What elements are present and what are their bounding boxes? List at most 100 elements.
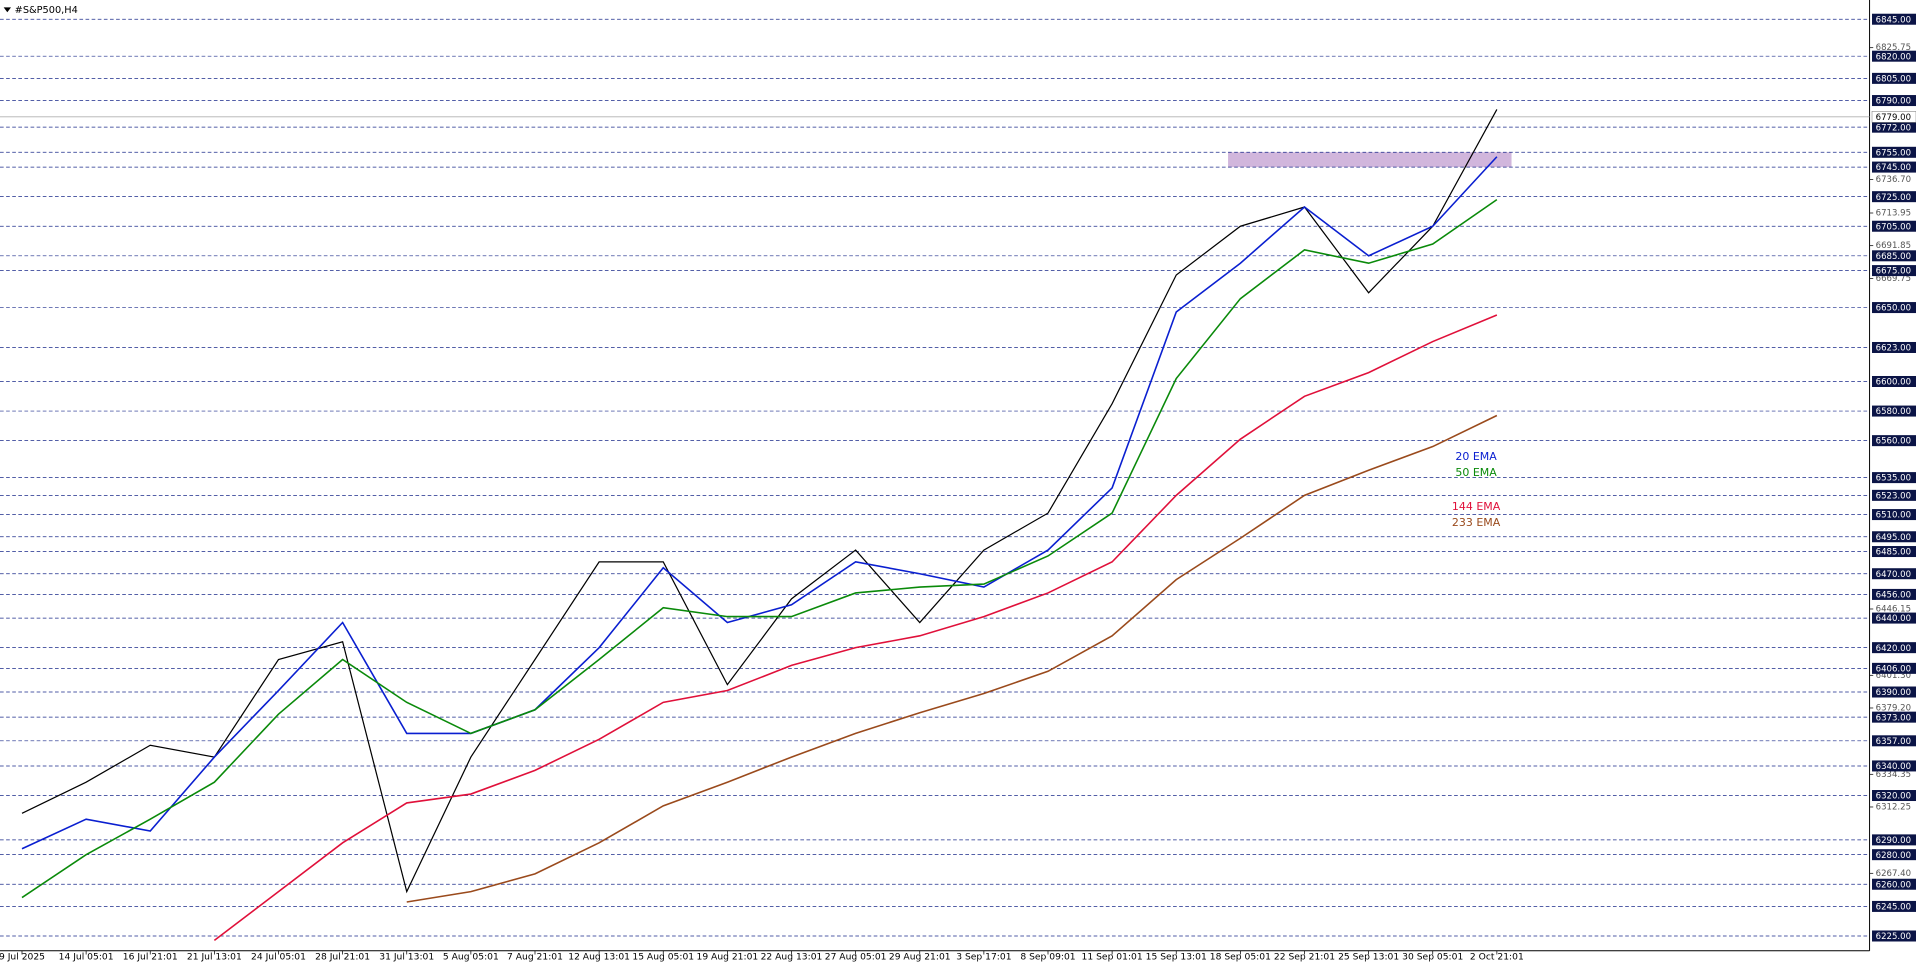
level-label: 6805.00 xyxy=(1876,74,1911,84)
level-label: 6420.00 xyxy=(1876,644,1911,654)
y-tick-label: 6736.70 xyxy=(1876,175,1911,185)
x-tick-label: 11 Sep 01:01 xyxy=(1082,951,1143,962)
x-tick-label: 8 Sep 09:01 xyxy=(1020,951,1075,962)
legend-entry: 233 EMA xyxy=(1452,516,1501,529)
level-label-box xyxy=(1872,302,1916,314)
level-label: 6560.00 xyxy=(1876,437,1911,447)
level-label-box xyxy=(1872,612,1916,624)
level-label: 6600.00 xyxy=(1876,378,1911,388)
level-label-box xyxy=(1872,878,1916,890)
level-label-box xyxy=(1872,95,1916,107)
y-tick-label: 6334.35 xyxy=(1876,770,1911,780)
level-label-box xyxy=(1872,686,1916,698)
level-label: 6260.00 xyxy=(1876,880,1911,890)
x-tick-label: 22 Aug 13:01 xyxy=(761,951,823,962)
menu-triangle[interactable] xyxy=(3,7,11,13)
chart-title: #S&P500,H4 xyxy=(15,5,78,16)
level-label-box xyxy=(1872,472,1916,484)
y-tick-label: 6825.75 xyxy=(1876,43,1911,53)
x-tick-label: 25 Sep 13:01 xyxy=(1338,951,1399,962)
level-label-box xyxy=(1872,588,1916,600)
price-line xyxy=(21,109,1498,894)
legend-entry: 20 EMA xyxy=(1455,450,1497,463)
level-label-box xyxy=(1872,50,1916,62)
level-label-box xyxy=(1872,191,1916,203)
level-label: 6390.00 xyxy=(1876,688,1911,698)
x-tick-label: 22 Sep 21:01 xyxy=(1274,951,1335,962)
level-label: 6225.00 xyxy=(1876,932,1911,942)
level-label-box xyxy=(1872,220,1916,232)
legend-entry: 144 EMA xyxy=(1452,500,1501,513)
x-tick-label: 28 Jul 21:01 xyxy=(315,951,370,962)
level-label: 6373.00 xyxy=(1876,713,1911,723)
level-label-box xyxy=(1872,435,1916,447)
y-tick-label: 6312.25 xyxy=(1876,802,1911,812)
level-label-box xyxy=(1872,760,1916,772)
level-label: 6510.00 xyxy=(1876,511,1911,521)
last-price-box xyxy=(1871,111,1916,123)
x-tick-label: 9 Jul 2025 xyxy=(0,951,45,962)
level-label: 6523.00 xyxy=(1876,491,1911,501)
x-tick-label: 29 Aug 21:01 xyxy=(889,951,951,962)
x-tick-label: 18 Sep 05:01 xyxy=(1210,951,1271,962)
level-label: 6290.00 xyxy=(1876,836,1911,846)
ema-line xyxy=(21,156,1498,850)
level-label: 6357.00 xyxy=(1876,737,1911,747)
level-label-box xyxy=(1872,13,1916,25)
level-label: 6725.00 xyxy=(1876,193,1911,203)
x-tick-label: 14 Jul 05:01 xyxy=(59,951,114,962)
level-label-box xyxy=(1872,642,1916,654)
level-label-box xyxy=(1872,849,1916,861)
level-label-box xyxy=(1872,790,1916,802)
level-label: 6320.00 xyxy=(1876,792,1911,802)
x-tick-label: 31 Jul 13:01 xyxy=(379,951,434,962)
level-label-box xyxy=(1872,735,1916,747)
level-label-box xyxy=(1872,531,1916,543)
level-label: 6245.00 xyxy=(1876,903,1911,913)
level-label-box xyxy=(1872,509,1916,521)
y-tick-label: 6446.15 xyxy=(1876,604,1911,614)
level-label-box xyxy=(1872,489,1916,501)
level-label-box xyxy=(1872,900,1916,912)
level-label: 6623.00 xyxy=(1876,344,1911,354)
level-label: 6685.00 xyxy=(1876,252,1911,262)
ema-line xyxy=(213,314,1498,942)
level-label: 6535.00 xyxy=(1876,474,1911,484)
y-tick-label: 6379.20 xyxy=(1876,703,1911,713)
level-label: 6755.00 xyxy=(1876,148,1911,158)
level-label: 6790.00 xyxy=(1876,97,1911,107)
x-tick-label: 5 Aug 05:01 xyxy=(443,951,499,962)
level-label: 6705.00 xyxy=(1876,222,1911,232)
level-label-box xyxy=(1872,146,1916,158)
x-tick-label: 27 Aug 05:01 xyxy=(825,951,887,962)
level-label: 6745.00 xyxy=(1876,163,1911,173)
x-tick-label: 7 Aug 21:01 xyxy=(507,951,563,962)
y-tick-label: 6401.30 xyxy=(1876,671,1911,681)
level-label-box xyxy=(1872,341,1916,353)
level-label: 6440.00 xyxy=(1876,614,1911,624)
level-label: 6340.00 xyxy=(1876,762,1911,772)
level-label: 6470.00 xyxy=(1876,570,1911,580)
ema-line xyxy=(406,414,1498,903)
level-label-box xyxy=(1872,161,1916,173)
x-tick-label: 16 Jul 21:01 xyxy=(123,951,178,962)
level-label: 6772.00 xyxy=(1876,123,1911,133)
level-label: 6406.00 xyxy=(1876,664,1911,674)
level-label: 6675.00 xyxy=(1876,267,1911,277)
level-label-box xyxy=(1872,711,1916,723)
x-tick-label: 24 Jul 05:01 xyxy=(251,951,306,962)
y-tick-label: 6669.75 xyxy=(1876,274,1911,284)
level-label: 6580.00 xyxy=(1876,407,1911,417)
level-label-box xyxy=(1872,568,1916,580)
level-label-box xyxy=(1872,250,1916,262)
x-tick-label: 15 Sep 13:01 xyxy=(1146,951,1207,962)
y-tick-label: 6267.40 xyxy=(1876,869,1911,879)
x-tick-label: 2 Oct 21:01 xyxy=(1470,951,1524,962)
level-label-box xyxy=(1872,546,1916,558)
y-tick-label: 6713.95 xyxy=(1876,209,1911,219)
zone xyxy=(1228,152,1512,168)
level-label: 6495.00 xyxy=(1876,533,1911,543)
level-label: 6820.00 xyxy=(1876,52,1911,62)
